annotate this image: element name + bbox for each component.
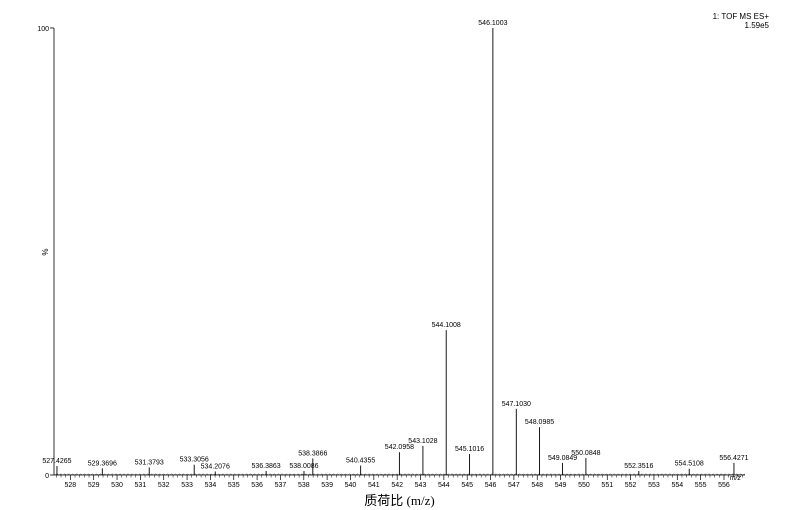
- peak-label: 538.3866: [298, 450, 327, 457]
- x-tick-label: 535: [228, 482, 240, 489]
- x-tick-label: 534: [205, 482, 217, 489]
- peak-label: 548.0985: [525, 419, 554, 426]
- peak-label: 546.1003: [478, 20, 507, 27]
- x-tick-label: 529: [88, 482, 100, 489]
- x-tick-label: 548: [531, 482, 543, 489]
- x-tick-label: 544: [438, 482, 450, 489]
- x-tick-label: 528: [64, 482, 76, 489]
- x-unit-label: m/z: [730, 475, 742, 482]
- x-tick-label: 532: [158, 482, 170, 489]
- x-tick-label: 530: [111, 482, 123, 489]
- x-tick-label: 551: [601, 482, 613, 489]
- x-tick-label: 546: [485, 482, 497, 489]
- x-axis-title: 质荷比 (m/z): [364, 493, 435, 508]
- x-tick-label: 543: [415, 482, 427, 489]
- x-tick-label: 540: [345, 482, 357, 489]
- peak-label: 536.3863: [252, 463, 281, 470]
- y-axis-title: %: [41, 248, 50, 255]
- instrument-mode-label: 1: TOF MS ES+: [712, 12, 769, 21]
- peak-label: 533.3056: [180, 457, 209, 464]
- x-tick-label: 541: [368, 482, 380, 489]
- peak-label: 542.0958: [385, 444, 414, 451]
- peak-label: 556.4271: [719, 455, 748, 462]
- x-tick-label: 547: [508, 482, 520, 489]
- peak-label: 550.0848: [571, 450, 600, 457]
- peak-label: 544.1008: [432, 322, 461, 329]
- x-tick-label: 549: [555, 482, 567, 489]
- x-tick-label: 536: [251, 482, 263, 489]
- x-tick-label: 537: [275, 482, 287, 489]
- x-tick-label: 538: [298, 482, 310, 489]
- x-tick-label: 539: [321, 482, 333, 489]
- peak-label: 534.2076: [201, 463, 230, 470]
- peak-label: 552.3516: [624, 463, 653, 470]
- y-tick-label-100: 100: [37, 26, 49, 33]
- x-tick-label: 556: [718, 482, 730, 489]
- peak-label: 554.5108: [675, 461, 704, 468]
- peak-label: 527.4265: [42, 458, 71, 465]
- x-tick-label: 550: [578, 482, 590, 489]
- x-tick-label: 553: [648, 482, 660, 489]
- peak-label: 540.4355: [346, 458, 375, 465]
- x-tick-label: 555: [695, 482, 707, 489]
- y-tick-label-0: 0: [45, 473, 49, 480]
- base-peak-intensity-label: 1.59e5: [744, 21, 769, 30]
- peak-label: 538.0086: [289, 463, 318, 470]
- peak-label: 531.3793: [135, 459, 164, 466]
- x-tick-label: 545: [461, 482, 473, 489]
- x-tick-label: 533: [181, 482, 193, 489]
- peak-label: 545.1016: [455, 446, 484, 453]
- peak-label: 547.1030: [502, 401, 531, 408]
- x-tick-label: 552: [625, 482, 637, 489]
- x-tick-label: 554: [671, 482, 683, 489]
- baseline-noise: [53, 473, 746, 476]
- peak-label: 529.3696: [88, 460, 117, 467]
- x-tick-label: 531: [135, 482, 147, 489]
- x-tick-label: 542: [391, 482, 403, 489]
- peak-label: 549.0849: [548, 455, 577, 462]
- peak-label: 543.1028: [408, 438, 437, 445]
